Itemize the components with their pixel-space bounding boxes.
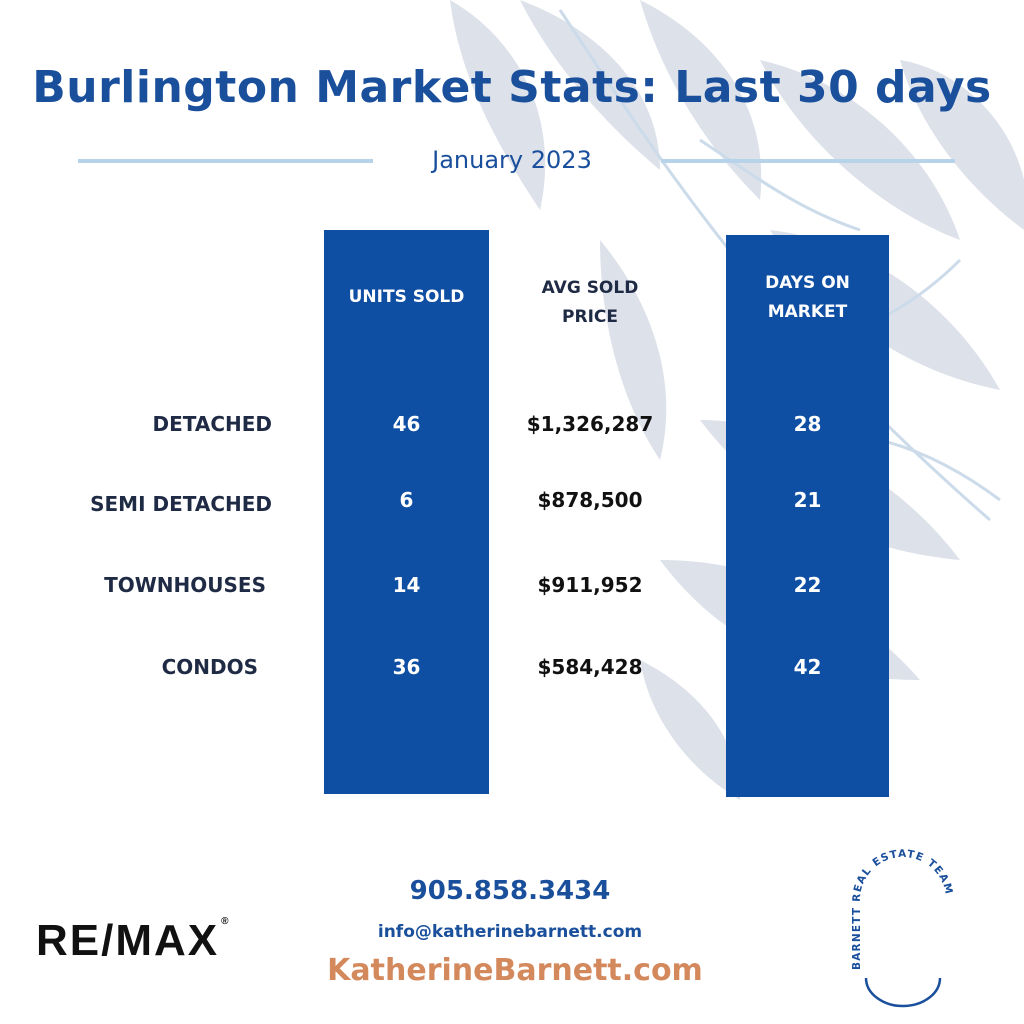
contact-email[interactable]: info@katherinebarnett.com [377, 922, 643, 942]
remax-logo-text: RE/MAX [36, 916, 220, 965]
units-sold-semi-detached: 6 [399, 488, 414, 512]
contact-phone[interactable]: 905.858.3434 [409, 876, 611, 906]
units-sold-column-panel [324, 230, 489, 794]
row-label-detached: DETACHED [152, 412, 272, 436]
remax-logo: RE/MAX ® [36, 916, 229, 966]
days-on-market-condos: 42 [793, 655, 822, 679]
team-logo-text: BARNETT REAL ESTATE TEAM [851, 848, 954, 970]
units-sold-condos: 36 [392, 655, 421, 679]
avg-price-condos: $584,428 [537, 655, 643, 679]
page-title: Burlington Market Stats: Last 30 days [32, 62, 992, 113]
period-subtitle: January 2023 [432, 146, 592, 174]
avg-sold-price-header: AVG SOLD PRICE [541, 278, 639, 327]
contact-website[interactable]: KatherineBarnett.com [327, 953, 703, 988]
days-on-market-semi-detached: 21 [793, 488, 822, 512]
days-on-market-column-panel [726, 235, 889, 797]
units-sold-townhouses: 14 [392, 573, 421, 597]
row-label-townhouses: TOWNHOUSES [104, 573, 266, 597]
avg-price-detached: $1,326,287 [526, 412, 654, 436]
units-sold-header: UNITS SOLD [348, 287, 465, 307]
row-label-semi-detached: SEMI DETACHED [90, 492, 272, 516]
registered-mark-icon: ® [221, 916, 229, 927]
days-on-market-header: DAYS ON MARKET [765, 273, 850, 322]
avg-price-semi-detached: $878,500 [537, 488, 643, 512]
barnett-team-logo: BARNETT REAL ESTATE TEAM [851, 848, 955, 1008]
row-label-condos: CONDOS [161, 655, 258, 679]
units-sold-detached: 46 [392, 412, 421, 436]
svg-text:BARNETT REAL ESTATE TEAM: BARNETT REAL ESTATE TEAM [851, 848, 955, 970]
days-on-market-townhouses: 22 [793, 573, 822, 597]
avg-price-townhouses: $911,952 [537, 573, 643, 597]
title-divider-left [78, 159, 373, 163]
title-divider-right [661, 159, 955, 163]
days-on-market-detached: 28 [793, 412, 822, 436]
